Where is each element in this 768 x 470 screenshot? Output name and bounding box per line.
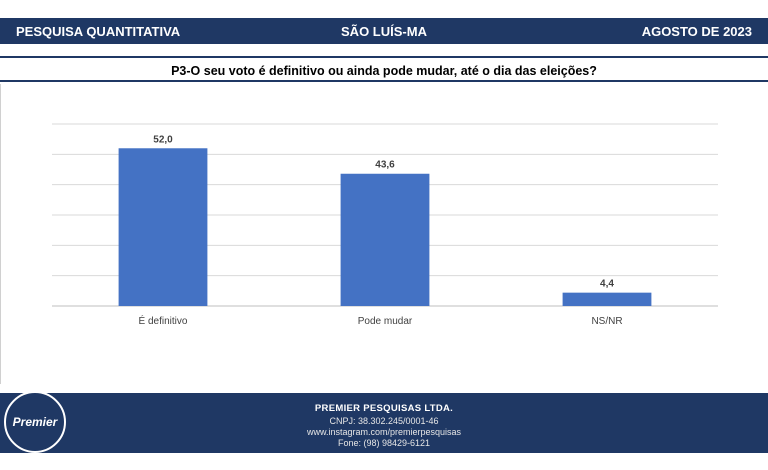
survey-type-label: PESQUISA QUANTITATIVA [16,24,181,39]
footer-bar: PREMIER PESQUISAS LTDA. CNPJ: 38.302.245… [0,393,768,453]
category-label: Pode mudar [358,316,413,327]
cnpj-text: CNPJ: 38.302.245/0001-46 [329,416,439,426]
data-label: 52,0 [153,134,173,145]
category-label: NS/NR [591,316,622,327]
logo-text: Premier [12,415,58,429]
bar [562,292,652,306]
date-label: AGOSTO DE 2023 [641,24,752,39]
question-bar: P3-O seu voto é definitivo ou ainda pode… [0,56,768,82]
city-label: SÃO LUÍS-MA [341,24,427,39]
question-text: P3-O seu voto é definitivo ou ainda pode… [171,64,597,78]
category-label: É definitivo [139,314,188,327]
left-border [0,84,1,384]
data-label: 4,4 [600,279,614,290]
bar [118,148,208,306]
bar-chart: 52,0 É definitivo 43,6 Pode mudar 4,4 NS/NR [52,123,718,327]
data-label: 43,6 [375,160,395,171]
phone-text: Fone: (98) 98429-6121 [337,438,431,448]
header-bar: PESQUISA QUANTITATIVA SÃO LUÍS-MA AGOSTO… [0,18,768,44]
bar [340,173,430,306]
premier-logo: Premier [4,391,66,453]
company-name: PREMIER PESQUISAS LTDA. [314,403,454,414]
instagram-text: www.instagram.com/premierpesquisas [306,427,462,437]
